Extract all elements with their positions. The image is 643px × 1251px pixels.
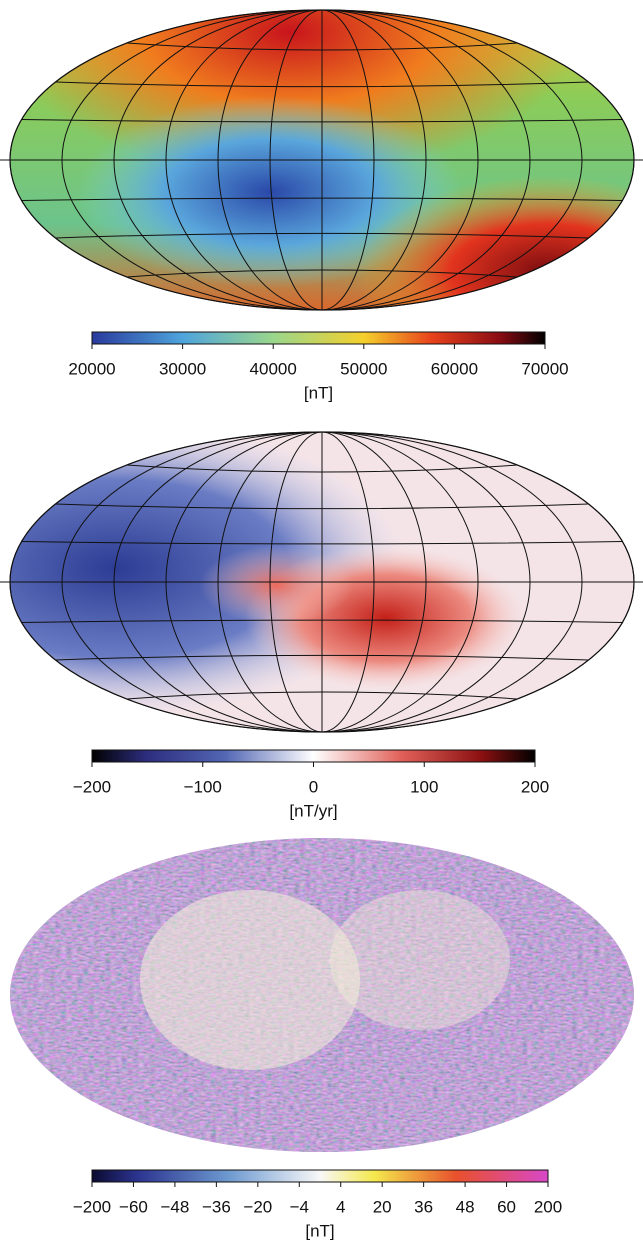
- colorbar-tick-label: −200: [73, 777, 111, 796]
- colorbar-tick-label: −4: [290, 1197, 309, 1216]
- colorbar-tick-label: 60000: [431, 359, 478, 378]
- colorbar-tick-label: 30000: [159, 359, 206, 378]
- colorbar-unit: [nT]: [304, 383, 333, 402]
- colorbar-tick-label: −20: [243, 1197, 272, 1216]
- colorbar-tick-label: 48: [456, 1197, 475, 1216]
- colorbar-tick-label: 200: [521, 777, 549, 796]
- colorbar-tick-label: −48: [160, 1197, 189, 1216]
- colorbar-tick-label: 20: [373, 1197, 392, 1216]
- graticule: [0, 9, 643, 733]
- colorbar-tick-label: 0: [309, 777, 318, 796]
- colorbar-tick-label: −60: [119, 1197, 148, 1216]
- colorbar-tick-label: 4: [336, 1197, 345, 1216]
- colorbar: [91, 331, 546, 345]
- colorbar: [91, 749, 536, 763]
- map-anomaly: [10, 838, 634, 1152]
- colorbar-tick-label: 36: [414, 1197, 433, 1216]
- colorbar-tick-label: 50000: [340, 359, 387, 378]
- colorbar-tick-label: 20000: [68, 359, 115, 378]
- colorbar-tick-label: −36: [202, 1197, 231, 1216]
- colorbar-tick-label: 60: [497, 1197, 516, 1216]
- colorbar-unit: [nT]: [305, 1221, 334, 1240]
- colorbar-tick-label: 100: [410, 777, 438, 796]
- colorbar-tick-label: −100: [184, 777, 222, 796]
- colorbars: 20000 30000 40000 50000 60000 70000[nT]−200 −1…: [68, 331, 569, 1240]
- colorbar: [91, 1169, 549, 1183]
- colorbar-tick-label: −200: [73, 1197, 111, 1216]
- colorbar-unit: [nT/yr]: [289, 801, 337, 820]
- colorbar-tick-label: 200: [534, 1197, 562, 1216]
- colorbar-tick-label: 70000: [521, 359, 568, 378]
- colorbar-tick-label: 40000: [250, 359, 297, 378]
